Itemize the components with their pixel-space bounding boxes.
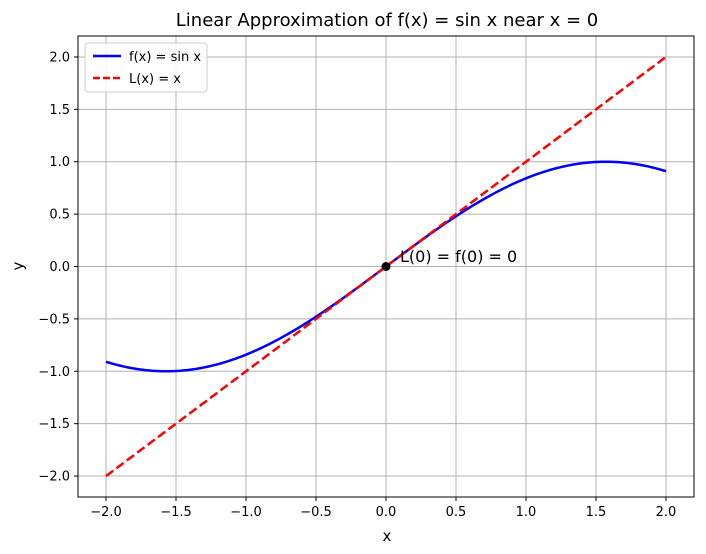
legend-entry: L(x) = x	[129, 72, 181, 87]
x-tick-label: −0.5	[300, 505, 332, 520]
points-layer	[381, 262, 391, 271]
y-tick-label: −1.5	[38, 417, 70, 432]
y-tick-label: −2.0	[38, 470, 70, 485]
x-tick-label: −1.0	[230, 505, 262, 520]
y-tick-label: −1.0	[38, 365, 70, 380]
x-tick-label: 0.0	[376, 505, 397, 520]
x-tick-label: 0.5	[446, 505, 467, 520]
x-tick-label: −1.5	[160, 505, 192, 520]
y-tick-label: 1.0	[49, 155, 70, 170]
y-tick-label: 2.0	[49, 50, 70, 65]
chart-title: Linear Approximation of f(x) = sin x nea…	[176, 10, 599, 31]
data-point	[381, 262, 391, 271]
y-axis-ticks: −2.0 −1.5 −1.0 −0.5 0.0 0.5 1.0 1.5 2.0	[38, 50, 78, 485]
x-tick-label: 2.0	[656, 505, 677, 520]
y-tick-label: 0.5	[49, 208, 70, 223]
x-tick-label: 1.0	[516, 505, 537, 520]
legend: f(x) = sin x L(x) = x	[84, 42, 208, 93]
y-axis-label: y	[9, 261, 27, 270]
annotation-layer: L(0) = f(0) = 0	[400, 247, 517, 266]
y-tick-label: −0.5	[38, 312, 70, 327]
y-tick-label: 0.0	[49, 260, 70, 275]
x-tick-label: 1.5	[586, 505, 607, 520]
x-tick-label: −2.0	[90, 505, 122, 520]
annotation-label: L(0) = f(0) = 0	[400, 247, 517, 266]
x-axis-ticks: −2.0 −1.5 −1.0 −0.5 0.0 0.5 1.0 1.5 2.0	[90, 497, 676, 520]
x-axis-label: x	[383, 527, 392, 545]
legend-entry: f(x) = sin x	[129, 50, 201, 65]
y-tick-label: 1.5	[49, 103, 70, 118]
